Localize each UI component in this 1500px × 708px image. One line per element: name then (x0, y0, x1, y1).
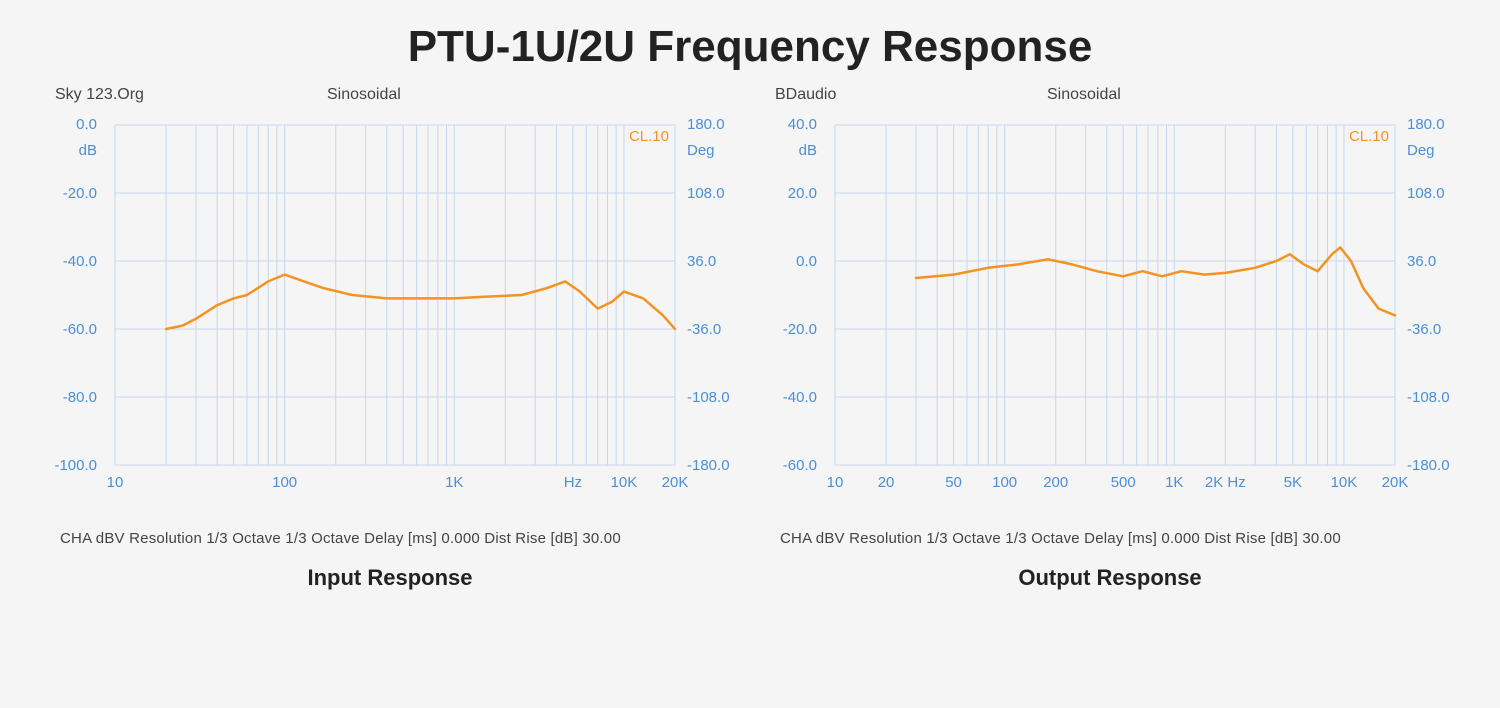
chart-right-subtitle: Output Response (765, 565, 1455, 591)
svg-text:100: 100 (272, 474, 297, 491)
chart-left-header: Sky 123.Org Sinosoidal (45, 86, 735, 104)
chart-left-subtitle: Input Response (45, 565, 735, 591)
svg-text:-36.0: -36.0 (687, 321, 721, 338)
svg-text:-20.0: -20.0 (63, 185, 97, 202)
chart-right-header-center: Sinosoidal (1047, 86, 1455, 104)
svg-text:200: 200 (1043, 474, 1068, 491)
svg-text:40.0: 40.0 (788, 116, 817, 133)
svg-text:-180.0: -180.0 (1407, 457, 1450, 474)
svg-text:20K: 20K (662, 474, 689, 491)
chart-right-footer: CHA dBV Resolution 1/3 Octave 1/3 Octave… (765, 520, 1455, 557)
svg-text:-20.0: -20.0 (783, 321, 817, 338)
svg-text:-40.0: -40.0 (63, 253, 97, 270)
svg-text:10K: 10K (611, 474, 638, 491)
chart-right-header-left: BDaudio (775, 86, 1047, 104)
chart-left-header-left: Sky 123.Org (55, 86, 327, 104)
svg-text:-108.0: -108.0 (1407, 389, 1450, 406)
chart-right-panel: BDaudio Sinosoidal 40.0 dB 20.0 0.0 -20.0 -40… (765, 86, 1455, 591)
svg-text:-60.0: -60.0 (63, 321, 97, 338)
chart-left-footer: CHA dBV Resolution 1/3 Octave 1/3 Octave… (45, 520, 735, 557)
svg-text:1K: 1K (445, 474, 463, 491)
svg-text:20K: 20K (1382, 474, 1409, 491)
chart-left-plot: 0.0 dB -20.0 -40.0 -60.0 -80.0 -100.0 180.0 Deg 1… (45, 110, 735, 520)
svg-text:2K Hz: 2K Hz (1205, 474, 1246, 491)
svg-text:180.0: 180.0 (687, 116, 725, 133)
chart-left-header-center: Sinosoidal (327, 86, 735, 104)
svg-text:50: 50 (945, 474, 962, 491)
svg-text:CL.10: CL.10 (1349, 128, 1389, 145)
svg-text:108.0: 108.0 (687, 185, 725, 202)
svg-text:100: 100 (992, 474, 1017, 491)
svg-text:0.0: 0.0 (76, 116, 97, 133)
page-title: PTU-1U/2U Frequency Response (0, 0, 1500, 86)
svg-text:-100.0: -100.0 (54, 457, 97, 474)
svg-text:Deg: Deg (687, 142, 715, 159)
svg-text:500: 500 (1111, 474, 1136, 491)
svg-text:20.0: 20.0 (788, 185, 817, 202)
svg-text:108.0: 108.0 (1407, 185, 1445, 202)
svg-text:-40.0: -40.0 (783, 389, 817, 406)
svg-text:10K: 10K (1331, 474, 1358, 491)
chart-right-plot: 40.0 dB 20.0 0.0 -20.0 -40.0 -60.0 180.0 Deg 108.… (765, 110, 1455, 520)
charts-row: Sky 123.Org Sinosoidal 0.0 dB -20.0 -40.0 -6… (0, 86, 1500, 591)
svg-text:180.0: 180.0 (1407, 116, 1445, 133)
svg-text:36.0: 36.0 (1407, 253, 1436, 270)
svg-text:10: 10 (827, 474, 844, 491)
svg-text:20: 20 (878, 474, 895, 491)
svg-text:Deg: Deg (1407, 142, 1435, 159)
svg-text:-180.0: -180.0 (687, 457, 730, 474)
svg-text:-36.0: -36.0 (1407, 321, 1441, 338)
chart-right-header: BDaudio Sinosoidal (765, 86, 1455, 104)
svg-text:0.0: 0.0 (796, 253, 817, 270)
svg-text:dB: dB (799, 142, 817, 159)
svg-text:10: 10 (107, 474, 124, 491)
svg-text:dB: dB (79, 142, 97, 159)
svg-text:CL.10: CL.10 (629, 128, 669, 145)
svg-text:5K: 5K (1284, 474, 1302, 491)
svg-text:-108.0: -108.0 (687, 389, 730, 406)
svg-text:1K: 1K (1165, 474, 1183, 491)
svg-text:36.0: 36.0 (687, 253, 716, 270)
svg-text:Hz: Hz (564, 474, 582, 491)
svg-text:-80.0: -80.0 (63, 389, 97, 406)
chart-left-panel: Sky 123.Org Sinosoidal 0.0 dB -20.0 -40.0 -6… (45, 86, 735, 591)
svg-text:-60.0: -60.0 (783, 457, 817, 474)
